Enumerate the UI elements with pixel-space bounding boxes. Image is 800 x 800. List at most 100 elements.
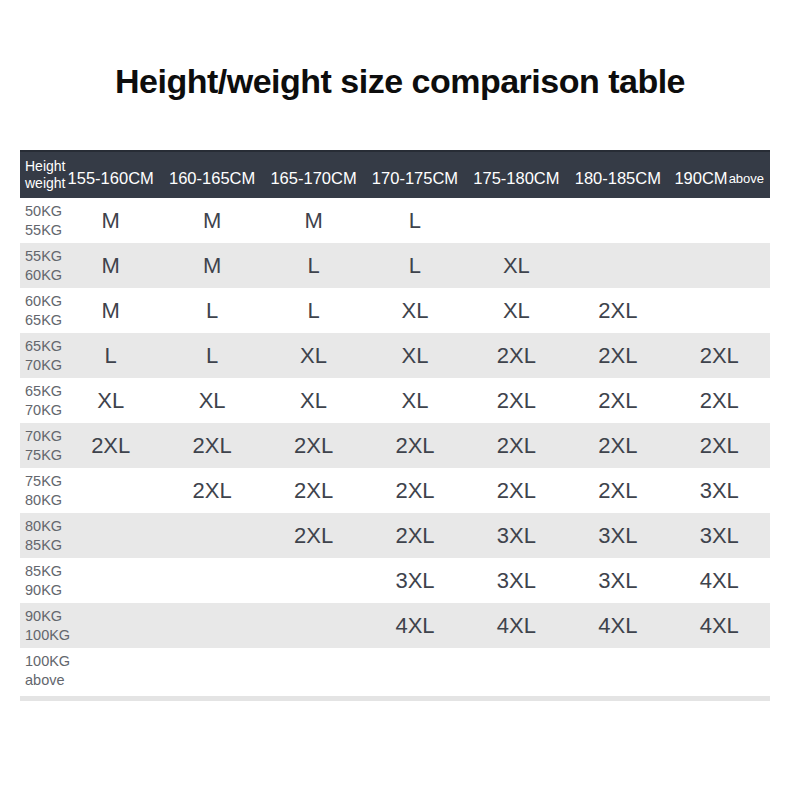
- size-cell: 2XL: [161, 433, 262, 459]
- size-cell: L: [263, 253, 364, 279]
- size-cell: 2XL: [263, 523, 364, 549]
- weight-range-label: 60KG65KG: [20, 292, 60, 328]
- weight-range-line: 85KG: [25, 536, 60, 554]
- weight-range-label: 50KG55KG: [20, 202, 60, 238]
- size-cell: L: [60, 343, 161, 369]
- table-row: 50KG55KGMMML: [20, 198, 770, 243]
- table-row: 75KG80KG2XL2XL2XL2XL2XL3XL: [20, 468, 770, 513]
- weight-range-label: 55KG60KG: [20, 247, 60, 283]
- size-cell: 3XL: [567, 568, 668, 594]
- weight-range-label: 75KG80KG: [20, 472, 60, 508]
- size-cell: XL: [263, 343, 364, 369]
- table-row: 100KGabove: [20, 648, 770, 693]
- weight-range-label: 85KG90KG: [20, 562, 60, 598]
- weight-range-line: 70KG: [25, 427, 60, 445]
- weight-range-line: 70KG: [25, 401, 60, 419]
- table-row: 90KG100KG4XL4XL4XL4XL: [20, 603, 770, 648]
- size-cell: 4XL: [669, 568, 770, 594]
- table-row: 55KG60KGMMLLXL: [20, 243, 770, 288]
- size-cell: XL: [364, 388, 465, 414]
- weight-range-label: 70KG75KG: [20, 427, 60, 463]
- size-cell: M: [60, 298, 161, 324]
- weight-range-line: 65KG: [25, 311, 60, 329]
- header-cell-190cm: 190CMabove: [669, 152, 770, 198]
- size-cell: L: [161, 298, 262, 324]
- weight-range-line: 60KG: [25, 266, 60, 284]
- table-row: 65KG70KGXLXLXLXL2XL2XL2XL: [20, 378, 770, 423]
- size-cell: 3XL: [669, 523, 770, 549]
- header-cell-label: 160-165CM: [169, 169, 255, 188]
- table-row: 70KG75KG2XL2XL2XL2XL2XL2XL2XL: [20, 423, 770, 468]
- weight-range-line: 55KG: [25, 247, 60, 265]
- weight-range-line: 100KG: [25, 626, 60, 644]
- size-comparison-table: Height weight 155-160CM 160-165CM 165-170C…: [20, 150, 770, 701]
- size-cell: L: [364, 208, 465, 234]
- size-cell: L: [364, 253, 465, 279]
- size-cell: 2XL: [466, 433, 567, 459]
- size-cell: M: [161, 208, 262, 234]
- size-cell: 2XL: [567, 433, 668, 459]
- table-bottom-divider: [20, 696, 770, 701]
- size-cell: M: [161, 253, 262, 279]
- header-cell-180-185cm: 180-185CM: [567, 152, 668, 198]
- size-cell: 2XL: [466, 478, 567, 504]
- header-cell-170-175cm: 170-175CM: [364, 152, 465, 198]
- size-cell: 2XL: [466, 388, 567, 414]
- table-row: 60KG65KGMLLXLXL2XL: [20, 288, 770, 333]
- weight-range-line: 75KG: [25, 472, 60, 490]
- weight-range-label: 65KG70KG: [20, 382, 60, 418]
- table-body: 50KG55KGMMML55KG60KGMMLLXL60KG65KGMLLXLX…: [20, 198, 770, 693]
- size-cell: 2XL: [60, 433, 161, 459]
- header-cell-label: 165-170CM: [270, 169, 356, 188]
- size-cell: 3XL: [466, 523, 567, 549]
- size-cell: 2XL: [364, 523, 465, 549]
- size-cell: 4XL: [567, 613, 668, 639]
- header-cell-label: 155-160CM: [68, 169, 154, 188]
- size-cell: 2XL: [263, 478, 364, 504]
- size-cell: 2XL: [263, 433, 364, 459]
- header-cell-175-180cm: 175-180CM: [466, 152, 567, 198]
- weight-range-line: 55KG: [25, 221, 60, 239]
- weight-range-line: 65KG: [25, 337, 60, 355]
- size-cell: XL: [161, 388, 262, 414]
- weight-range-line: 65KG: [25, 382, 60, 400]
- weight-range-label: 65KG70KG: [20, 337, 60, 373]
- size-cell: XL: [364, 343, 465, 369]
- size-cell: 4XL: [466, 613, 567, 639]
- header-corner-cell: Height weight: [20, 152, 60, 198]
- size-cell: 2XL: [567, 298, 668, 324]
- weight-range-line: 100KG: [25, 652, 60, 670]
- size-cell: XL: [466, 298, 567, 324]
- weight-range-label: 100KGabove: [20, 652, 60, 688]
- weight-range-line: above: [25, 671, 60, 689]
- size-cell: L: [161, 343, 262, 369]
- size-cell: 2XL: [466, 343, 567, 369]
- table-row: 65KG70KGLLXLXL2XL2XL2XL: [20, 333, 770, 378]
- weight-range-line: 90KG: [25, 607, 60, 625]
- size-cell: 2XL: [567, 343, 668, 369]
- size-cell: 2XL: [567, 478, 668, 504]
- header-cell-165-170cm: 165-170CM: [263, 152, 364, 198]
- size-cell: 2XL: [364, 478, 465, 504]
- size-cell: 3XL: [466, 568, 567, 594]
- weight-range-line: 85KG: [25, 562, 60, 580]
- page-title: Height/weight size comparison table: [0, 62, 800, 101]
- size-cell: 3XL: [567, 523, 668, 549]
- size-cell: XL: [263, 388, 364, 414]
- size-cell: M: [60, 253, 161, 279]
- weight-range-line: 80KG: [25, 517, 60, 535]
- header-cell-label: 190CM: [674, 169, 727, 188]
- table-row: 80KG85KG2XL2XL3XL3XL3XL: [20, 513, 770, 558]
- header-cell-155-160cm: 155-160CM: [60, 152, 161, 198]
- weight-range-line: 80KG: [25, 491, 60, 509]
- size-cell: 3XL: [669, 478, 770, 504]
- header-cell-label: 175-180CM: [473, 169, 559, 188]
- weight-range-line: 90KG: [25, 581, 60, 599]
- size-cell: 2XL: [364, 433, 465, 459]
- weight-range-line: 70KG: [25, 356, 60, 374]
- header-cell-160-165cm: 160-165CM: [161, 152, 262, 198]
- size-cell: 2XL: [161, 478, 262, 504]
- size-cell: 2XL: [669, 343, 770, 369]
- weight-range-label: 80KG85KG: [20, 517, 60, 553]
- size-cell: M: [263, 208, 364, 234]
